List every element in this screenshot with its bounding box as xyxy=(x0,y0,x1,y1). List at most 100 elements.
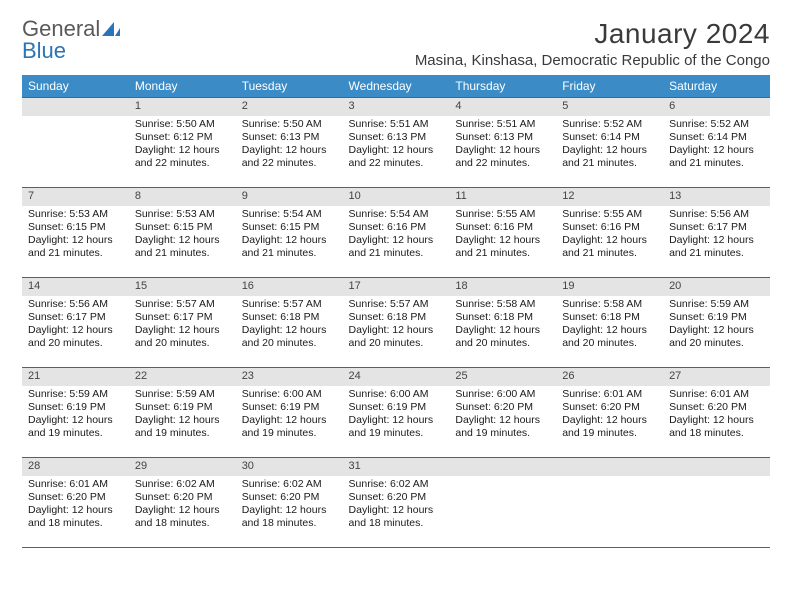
daylight-text: and 19 minutes. xyxy=(28,427,123,440)
day-cell: 15Sunrise: 5:57 AMSunset: 6:17 PMDayligh… xyxy=(129,278,236,368)
daylight-text: Daylight: 12 hours xyxy=(28,504,123,517)
daylight-text: and 19 minutes. xyxy=(349,427,444,440)
daylight-text: and 21 minutes. xyxy=(349,247,444,260)
day-number: 17 xyxy=(343,278,450,296)
day-body: Sunrise: 5:52 AMSunset: 6:14 PMDaylight:… xyxy=(663,116,770,175)
weekday-header: Saturday xyxy=(663,75,770,98)
daylight-text: and 20 minutes. xyxy=(242,337,337,350)
day-body: Sunrise: 5:53 AMSunset: 6:15 PMDaylight:… xyxy=(129,206,236,265)
weekday-header: Monday xyxy=(129,75,236,98)
daylight-text: Daylight: 12 hours xyxy=(669,414,764,427)
day-cell: 23Sunrise: 6:00 AMSunset: 6:19 PMDayligh… xyxy=(236,368,343,458)
sunset-text: Sunset: 6:20 PM xyxy=(455,401,550,414)
day-number: 4 xyxy=(449,98,556,116)
sunrise-text: Sunrise: 5:59 AM xyxy=(135,388,230,401)
day-body: Sunrise: 6:00 AMSunset: 6:19 PMDaylight:… xyxy=(236,386,343,445)
day-number: 10 xyxy=(343,188,450,206)
day-cell: 30Sunrise: 6:02 AMSunset: 6:20 PMDayligh… xyxy=(236,458,343,548)
day-number: 24 xyxy=(343,368,450,386)
daylight-text: Daylight: 12 hours xyxy=(135,144,230,157)
daylight-text: Daylight: 12 hours xyxy=(349,414,444,427)
daylight-text: and 20 minutes. xyxy=(562,337,657,350)
day-cell: 12Sunrise: 5:55 AMSunset: 6:16 PMDayligh… xyxy=(556,188,663,278)
day-cell: 9Sunrise: 5:54 AMSunset: 6:15 PMDaylight… xyxy=(236,188,343,278)
sunrise-text: Sunrise: 5:55 AM xyxy=(562,208,657,221)
sunrise-text: Sunrise: 6:02 AM xyxy=(135,478,230,491)
day-cell: 5Sunrise: 5:52 AMSunset: 6:14 PMDaylight… xyxy=(556,98,663,188)
day-number: 9 xyxy=(236,188,343,206)
week-row: 28Sunrise: 6:01 AMSunset: 6:20 PMDayligh… xyxy=(22,458,770,548)
day-cell: 29Sunrise: 6:02 AMSunset: 6:20 PMDayligh… xyxy=(129,458,236,548)
week-row: 1Sunrise: 5:50 AMSunset: 6:12 PMDaylight… xyxy=(22,98,770,188)
weekday-row: Sunday Monday Tuesday Wednesday Thursday… xyxy=(22,75,770,98)
sunset-text: Sunset: 6:15 PM xyxy=(28,221,123,234)
daylight-text: and 18 minutes. xyxy=(28,517,123,530)
day-number: 22 xyxy=(129,368,236,386)
day-number: 16 xyxy=(236,278,343,296)
day-number: 5 xyxy=(556,98,663,116)
sunrise-text: Sunrise: 6:00 AM xyxy=(242,388,337,401)
daylight-text: Daylight: 12 hours xyxy=(349,504,444,517)
header: GeneralBlue January 2024 Masina, Kinshas… xyxy=(22,18,770,69)
day-number-empty xyxy=(663,458,770,476)
sunset-text: Sunset: 6:18 PM xyxy=(349,311,444,324)
weekday-header: Friday xyxy=(556,75,663,98)
sunset-text: Sunset: 6:17 PM xyxy=(669,221,764,234)
week-row: 14Sunrise: 5:56 AMSunset: 6:17 PMDayligh… xyxy=(22,278,770,368)
sunset-text: Sunset: 6:13 PM xyxy=(349,131,444,144)
day-cell: 26Sunrise: 6:01 AMSunset: 6:20 PMDayligh… xyxy=(556,368,663,458)
sunset-text: Sunset: 6:16 PM xyxy=(562,221,657,234)
sunrise-text: Sunrise: 6:00 AM xyxy=(349,388,444,401)
day-number: 23 xyxy=(236,368,343,386)
day-number: 1 xyxy=(129,98,236,116)
day-cell: 17Sunrise: 5:57 AMSunset: 6:18 PMDayligh… xyxy=(343,278,450,368)
daylight-text: Daylight: 12 hours xyxy=(562,414,657,427)
sunset-text: Sunset: 6:18 PM xyxy=(455,311,550,324)
day-cell xyxy=(663,458,770,548)
day-body: Sunrise: 5:59 AMSunset: 6:19 PMDaylight:… xyxy=(22,386,129,445)
sunrise-text: Sunrise: 5:55 AM xyxy=(455,208,550,221)
day-cell: 27Sunrise: 6:01 AMSunset: 6:20 PMDayligh… xyxy=(663,368,770,458)
day-cell: 19Sunrise: 5:58 AMSunset: 6:18 PMDayligh… xyxy=(556,278,663,368)
day-cell: 7Sunrise: 5:53 AMSunset: 6:15 PMDaylight… xyxy=(22,188,129,278)
sunrise-text: Sunrise: 5:51 AM xyxy=(455,118,550,131)
day-number: 18 xyxy=(449,278,556,296)
sunrise-text: Sunrise: 5:54 AM xyxy=(242,208,337,221)
day-body: Sunrise: 5:50 AMSunset: 6:12 PMDaylight:… xyxy=(129,116,236,175)
day-number: 27 xyxy=(663,368,770,386)
day-number: 20 xyxy=(663,278,770,296)
sunrise-text: Sunrise: 6:01 AM xyxy=(28,478,123,491)
day-number: 13 xyxy=(663,188,770,206)
daylight-text: Daylight: 12 hours xyxy=(669,144,764,157)
day-number-empty xyxy=(22,98,129,116)
daylight-text: Daylight: 12 hours xyxy=(455,324,550,337)
sunrise-text: Sunrise: 6:00 AM xyxy=(455,388,550,401)
daylight-text: and 21 minutes. xyxy=(562,157,657,170)
sunset-text: Sunset: 6:15 PM xyxy=(135,221,230,234)
sunset-text: Sunset: 6:18 PM xyxy=(562,311,657,324)
sunrise-text: Sunrise: 5:59 AM xyxy=(28,388,123,401)
calendar-table: Sunday Monday Tuesday Wednesday Thursday… xyxy=(22,75,770,548)
day-number: 21 xyxy=(22,368,129,386)
sunrise-text: Sunrise: 6:02 AM xyxy=(242,478,337,491)
weekday-header: Thursday xyxy=(449,75,556,98)
day-number: 14 xyxy=(22,278,129,296)
day-body: Sunrise: 5:53 AMSunset: 6:15 PMDaylight:… xyxy=(22,206,129,265)
daylight-text: Daylight: 12 hours xyxy=(349,234,444,247)
day-body: Sunrise: 6:01 AMSunset: 6:20 PMDaylight:… xyxy=(556,386,663,445)
daylight-text: and 21 minutes. xyxy=(562,247,657,260)
week-row: 7Sunrise: 5:53 AMSunset: 6:15 PMDaylight… xyxy=(22,188,770,278)
day-cell: 8Sunrise: 5:53 AMSunset: 6:15 PMDaylight… xyxy=(129,188,236,278)
day-number: 3 xyxy=(343,98,450,116)
daylight-text: and 21 minutes. xyxy=(455,247,550,260)
daylight-text: Daylight: 12 hours xyxy=(669,234,764,247)
sunset-text: Sunset: 6:20 PM xyxy=(242,491,337,504)
day-cell xyxy=(556,458,663,548)
daylight-text: and 22 minutes. xyxy=(242,157,337,170)
day-cell: 28Sunrise: 6:01 AMSunset: 6:20 PMDayligh… xyxy=(22,458,129,548)
daylight-text: Daylight: 12 hours xyxy=(349,324,444,337)
daylight-text: and 22 minutes. xyxy=(135,157,230,170)
daylight-text: Daylight: 12 hours xyxy=(28,234,123,247)
sunrise-text: Sunrise: 5:56 AM xyxy=(669,208,764,221)
day-number: 15 xyxy=(129,278,236,296)
